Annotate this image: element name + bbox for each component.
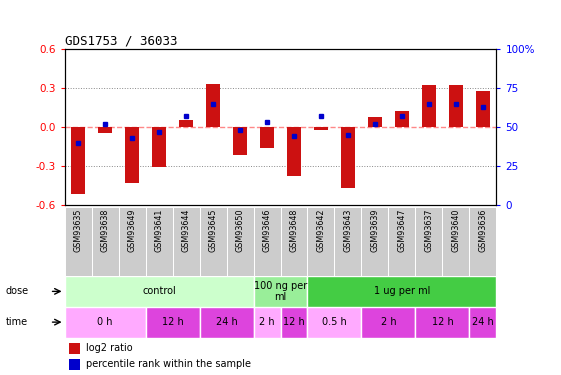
Text: GSM93638: GSM93638 [100,209,109,252]
Text: GSM93650: GSM93650 [236,209,245,252]
Bar [118,207,145,276]
Bar [200,307,254,338]
Text: 2 h: 2 h [259,317,275,327]
Text: time: time [6,317,27,327]
Bar [69,343,80,354]
Text: 24 h: 24 h [215,317,237,327]
Text: control: control [142,286,176,296]
Bar [443,207,470,276]
Bar [178,120,194,127]
Text: GSM93646: GSM93646 [263,209,272,252]
Text: 2 h: 2 h [381,317,396,327]
Bar [71,127,85,194]
Bar [470,207,496,276]
Bar [334,207,361,276]
Text: GSM93635: GSM93635 [73,209,82,252]
Text: dose: dose [6,286,29,296]
Bar [254,276,307,307]
Bar [361,307,416,338]
Text: GSM93637: GSM93637 [425,209,434,252]
Text: GSM93642: GSM93642 [316,209,325,252]
Bar [65,307,145,338]
Text: 12 h: 12 h [283,317,305,327]
Bar [233,127,247,156]
Bar [200,207,227,276]
Bar [476,91,490,127]
Text: log2 ratio: log2 ratio [86,343,133,353]
Bar [125,127,140,183]
Bar [65,276,254,307]
Bar [65,207,91,276]
Bar [416,207,443,276]
Bar [307,207,334,276]
Bar [421,86,436,127]
Text: GSM93636: GSM93636 [479,209,488,252]
Text: GSM93640: GSM93640 [452,209,461,252]
Bar [416,307,470,338]
Text: 0 h: 0 h [97,317,113,327]
Text: 100 ng per
ml: 100 ng per ml [254,280,307,302]
Text: GSM93649: GSM93649 [127,209,136,252]
Bar [69,358,80,370]
Text: percentile rank within the sample: percentile rank within the sample [86,359,251,369]
Bar [254,307,280,338]
Bar [341,127,356,188]
Text: 12 h: 12 h [162,317,183,327]
Bar [151,127,167,167]
Bar [314,127,328,129]
Text: GSM93639: GSM93639 [370,209,379,252]
Bar [367,117,383,127]
Bar [227,207,254,276]
Bar [394,111,410,127]
Bar [205,84,220,127]
Bar [98,127,112,134]
Bar [307,307,361,338]
Bar [173,207,200,276]
Bar [470,307,496,338]
Text: GSM93645: GSM93645 [209,209,218,252]
Bar [449,86,463,127]
Bar [280,307,307,338]
Text: GDS1753 / 36033: GDS1753 / 36033 [65,35,177,48]
Bar [361,207,388,276]
Bar [260,127,274,148]
Bar [145,307,200,338]
Bar [287,127,301,176]
Text: GSM93644: GSM93644 [182,209,191,252]
Text: 0.5 h: 0.5 h [322,317,347,327]
Text: 1 ug per ml: 1 ug per ml [374,286,430,296]
Bar [254,207,280,276]
Text: GSM93643: GSM93643 [343,209,352,252]
Text: 12 h: 12 h [431,317,453,327]
Bar [307,276,496,307]
Text: GSM93648: GSM93648 [289,209,298,252]
Bar [280,207,307,276]
Bar [145,207,173,276]
Text: 24 h: 24 h [472,317,494,327]
Text: GSM93641: GSM93641 [154,209,163,252]
Bar [389,207,416,276]
Text: GSM93647: GSM93647 [398,209,407,252]
Bar [91,207,118,276]
